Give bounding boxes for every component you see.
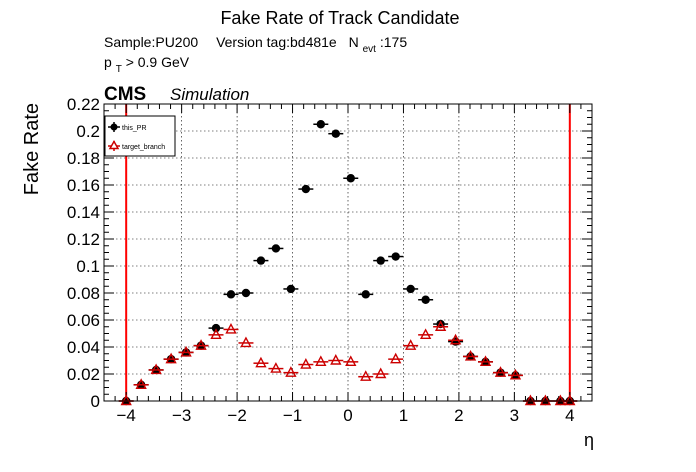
data-point-target-branch — [315, 355, 327, 367]
x-tick-label: −4 — [116, 406, 135, 425]
legend-label-target-branch: target_branch — [122, 144, 165, 151]
pt-subscript: T — [116, 64, 122, 75]
data-point-target-branch — [240, 336, 252, 348]
y-tick-label: 0.2 — [76, 122, 100, 141]
y-tick-label: 0.22 — [67, 95, 100, 114]
y-tick-label: 0.1 — [76, 257, 100, 276]
y-tick-label: 0.04 — [67, 338, 100, 357]
legend-marker-this-pr — [110, 123, 118, 131]
data-point-this-pr — [316, 120, 326, 129]
data-point-this-pr — [331, 129, 340, 138]
grid — [104, 103, 592, 401]
nevt-symbol: N — [349, 34, 359, 50]
data-point-target-branch — [285, 366, 297, 377]
x-tick-label: 1 — [399, 406, 408, 425]
data-point-this-pr — [256, 256, 266, 265]
data-point-this-pr — [211, 323, 221, 333]
data-point-target-branch — [449, 333, 462, 345]
y-tick-label: 0.16 — [67, 176, 100, 195]
y-tick-label: 0.08 — [67, 284, 100, 303]
data-point-target-branch — [330, 354, 342, 365]
data-point-target-branch — [390, 352, 402, 364]
pt-cut: > 0.9 GeV — [126, 54, 190, 70]
data-point-target-branch — [375, 367, 387, 379]
data-point-target-branch — [135, 378, 147, 389]
data-point-target-branch — [494, 366, 507, 377]
data-point-this-pr — [421, 295, 430, 304]
data-point-target-branch — [165, 352, 177, 364]
data-point-this-pr — [226, 290, 236, 299]
legend: this_PR target_branch — [104, 115, 176, 157]
cms-label: CMS — [104, 84, 146, 105]
data-point-target-branch — [300, 358, 312, 369]
data-point-target-branch — [405, 339, 417, 350]
data-point-target-branch — [564, 394, 576, 406]
plot-frame — [103, 103, 593, 402]
data-point-target-branch — [120, 394, 132, 406]
y-axis-label: Fake Rate — [21, 103, 43, 195]
data-series — [118, 120, 578, 406]
data-point-this-pr — [361, 290, 370, 299]
data-point-this-pr — [241, 288, 251, 298]
x-tick-label: −2 — [227, 406, 246, 425]
info-line-2: p T > 0.9 GeV — [104, 54, 190, 75]
sample-label: Sample:PU200 — [104, 34, 198, 50]
y-tick-label: 0.02 — [67, 365, 100, 384]
data-point-this-pr — [391, 252, 400, 261]
x-tick-label: 4 — [565, 406, 574, 425]
x-axis-label: η — [584, 430, 594, 450]
data-point-target-branch — [419, 328, 432, 340]
x-tick-label: −1 — [283, 406, 302, 425]
data-point-target-branch — [270, 362, 282, 373]
info-line-1: Sample:PU200 Version tag:bd481e N evt :1… — [104, 34, 407, 55]
data-point-target-branch — [464, 349, 477, 361]
legend-marker-target-branch — [108, 139, 120, 150]
nevt-subscript: evt — [363, 44, 377, 55]
y-tick-label: 0.12 — [67, 230, 100, 249]
data-point-target-branch — [360, 370, 372, 381]
x-tick-label: 0 — [343, 406, 352, 425]
data-point-this-pr — [271, 244, 281, 253]
legend-box — [104, 115, 176, 157]
y-tick-label: 0.18 — [67, 149, 100, 168]
data-point-this-pr — [286, 284, 296, 294]
data-point-target-branch — [195, 339, 207, 350]
axes: −4 −3 −2 −1 0 1 2 3 4 0 0.02 0.04 0.06 0.08 0.1 0.12 0.1… — [67, 95, 593, 425]
data-point-target-branch — [509, 368, 522, 380]
data-point-target-branch — [180, 345, 192, 357]
data-point-this-pr — [346, 174, 355, 183]
data-point-this-pr — [406, 284, 415, 294]
data-point-target-branch — [524, 394, 537, 406]
data-point-target-branch — [434, 320, 447, 331]
data-point-target-branch — [150, 363, 162, 375]
y-tick-label: 0.06 — [67, 311, 100, 330]
simulation-label: Simulation — [170, 85, 249, 104]
version-label: Version tag:bd481e — [216, 34, 337, 50]
nevt-value: :175 — [380, 34, 407, 50]
data-point-target-branch — [255, 356, 267, 368]
data-point-target-branch — [225, 322, 237, 334]
chart-title: Fake Rate of Track Candidate — [220, 8, 459, 28]
y-tick-label: 0.14 — [67, 203, 100, 222]
y-tick-label: 0 — [91, 392, 100, 411]
x-tick-label: −3 — [172, 406, 191, 425]
data-point-this-pr — [376, 256, 385, 265]
data-point-this-pr — [301, 184, 311, 194]
data-point-target-branch — [210, 328, 222, 340]
data-point-target-branch — [479, 355, 492, 367]
data-point-target-branch — [539, 394, 552, 406]
x-tick-label: 3 — [510, 406, 519, 425]
x-tick-label: 2 — [454, 406, 463, 425]
data-point-target-branch — [345, 355, 357, 367]
legend-label-this-pr: this_PR — [122, 125, 147, 132]
pt-symbol: p — [104, 54, 112, 70]
